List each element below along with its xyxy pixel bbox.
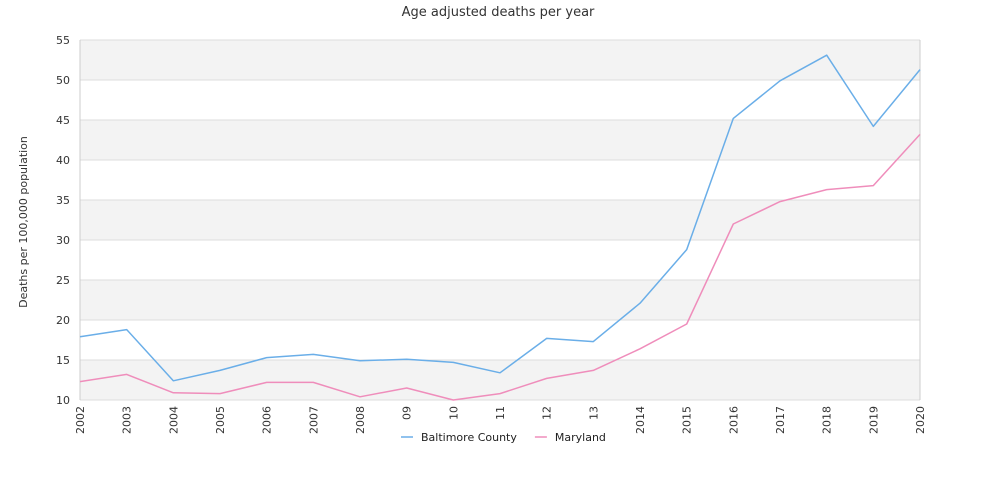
x-tick-label: 2008: [354, 406, 367, 434]
y-tick-label: 50: [56, 74, 70, 87]
x-axis-ticks: 2002 2003 2004 2005 2006 2007 2008 09 10 11 12 13 20…: [74, 406, 927, 434]
y-tick-label: 15: [56, 354, 70, 367]
grid-lines: [80, 39, 920, 401]
x-tick-label: 09: [401, 406, 414, 420]
grid-band: [80, 120, 920, 160]
grid-band: [80, 40, 920, 80]
y-tick-label: 25: [56, 274, 70, 287]
x-tick-label: 2016: [727, 406, 740, 434]
y-tick-label: 30: [56, 234, 70, 247]
x-tick-label: 2014: [634, 406, 647, 434]
x-tick-label: 2017: [774, 406, 787, 434]
y-tick-label: 40: [56, 154, 70, 167]
y-axis-ticks: 10 15 20 25 30 35 40 45 50 55: [56, 34, 70, 407]
x-tick-label: 2004: [167, 406, 180, 434]
legend: Baltimore County Maryland: [401, 431, 606, 444]
y-tick-label: 55: [56, 34, 70, 47]
x-tick-label: 2006: [261, 406, 274, 434]
x-tick-label: 2003: [121, 406, 134, 434]
series-line-baltimore-county: [79, 54, 921, 382]
x-tick-label: 2020: [914, 406, 927, 434]
x-tick-label: 12: [541, 406, 554, 420]
y-tick-label: 45: [56, 114, 70, 127]
legend-label: Baltimore County: [421, 431, 517, 444]
x-tick-label: 2015: [681, 406, 694, 434]
x-tick-label: 11: [494, 406, 507, 420]
grid-bands: [80, 40, 920, 400]
x-tick-label: 10: [447, 406, 460, 420]
y-tick-label: 20: [56, 314, 70, 327]
y-axis-title: Deaths per 100,000 population: [17, 136, 30, 308]
series-lines: [79, 54, 921, 401]
x-tick-label: 2018: [821, 406, 834, 434]
x-tick-label: 2019: [867, 406, 880, 434]
grid-band: [80, 200, 920, 240]
x-tick-label: 13: [587, 406, 600, 420]
x-tick-label: 2005: [214, 406, 227, 434]
y-tick-label: 10: [56, 394, 70, 407]
legend-label: Maryland: [555, 431, 606, 444]
series-line-maryland: [79, 133, 921, 401]
x-tick-label: 2007: [307, 406, 320, 434]
y-tick-label: 35: [56, 194, 70, 207]
chart-title: Age adjusted deaths per year: [402, 5, 595, 20]
x-tick-label: 2002: [74, 406, 87, 434]
plot-border: [79, 40, 921, 400]
grid-band: [80, 280, 920, 320]
